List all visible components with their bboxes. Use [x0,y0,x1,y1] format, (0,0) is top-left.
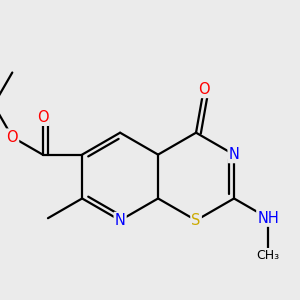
Text: O: O [7,130,18,145]
Text: N: N [229,147,239,162]
Text: O: O [37,110,49,125]
Text: NH: NH [257,211,279,226]
Text: O: O [198,82,209,97]
Text: N: N [115,213,125,228]
Text: CH₃: CH₃ [256,249,280,262]
Text: S: S [191,213,201,228]
